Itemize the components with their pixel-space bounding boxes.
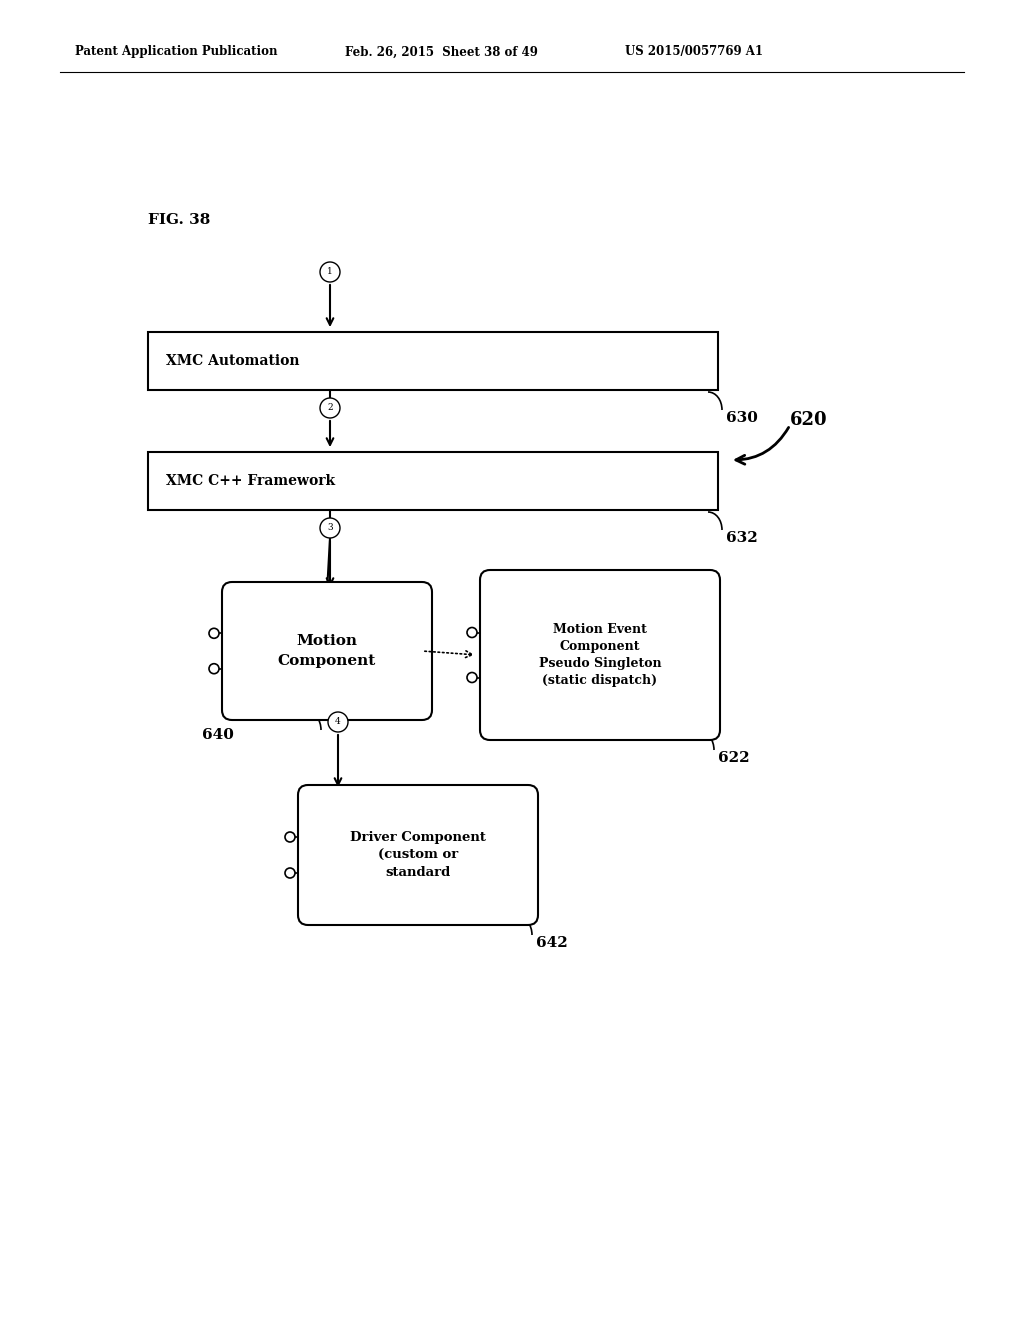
Text: 2: 2 <box>328 404 333 412</box>
Text: 630: 630 <box>726 411 758 425</box>
Text: Feb. 26, 2015  Sheet 38 of 49: Feb. 26, 2015 Sheet 38 of 49 <box>345 45 538 58</box>
Text: 3: 3 <box>328 524 333 532</box>
Text: Patent Application Publication: Patent Application Publication <box>75 45 278 58</box>
Text: XMC Automation: XMC Automation <box>166 354 299 368</box>
Text: 620: 620 <box>790 411 827 429</box>
Text: 4: 4 <box>335 718 341 726</box>
FancyBboxPatch shape <box>222 582 432 719</box>
Text: FIG. 38: FIG. 38 <box>148 213 210 227</box>
Text: Motion Event
Component
Pseudo Singleton
(static dispatch): Motion Event Component Pseudo Singleton … <box>539 623 662 686</box>
Circle shape <box>209 664 219 673</box>
Circle shape <box>467 627 477 638</box>
FancyBboxPatch shape <box>480 570 720 741</box>
Text: 1: 1 <box>327 268 333 276</box>
Circle shape <box>209 628 219 639</box>
Text: Motion
Component: Motion Component <box>278 634 376 668</box>
FancyBboxPatch shape <box>298 785 538 925</box>
Text: 640: 640 <box>202 729 233 742</box>
Text: 632: 632 <box>726 531 758 545</box>
Circle shape <box>328 711 348 733</box>
Text: 622: 622 <box>718 751 750 766</box>
FancyBboxPatch shape <box>148 333 718 389</box>
Text: US 2015/0057769 A1: US 2015/0057769 A1 <box>625 45 763 58</box>
Circle shape <box>319 399 340 418</box>
Circle shape <box>467 672 477 682</box>
Circle shape <box>285 869 295 878</box>
Circle shape <box>319 517 340 539</box>
FancyBboxPatch shape <box>148 451 718 510</box>
Circle shape <box>319 261 340 282</box>
Text: Driver Component
(custom or
standard: Driver Component (custom or standard <box>350 832 486 879</box>
Text: XMC C++ Framework: XMC C++ Framework <box>166 474 335 488</box>
Circle shape <box>285 832 295 842</box>
Text: 642: 642 <box>536 936 567 950</box>
